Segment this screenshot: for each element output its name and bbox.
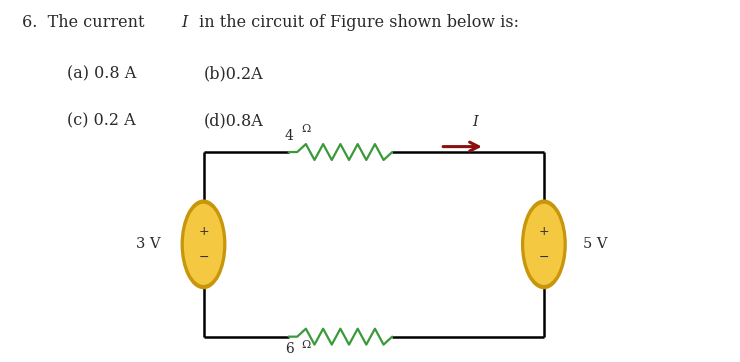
Text: −: −: [198, 251, 209, 264]
Text: 5 V: 5 V: [583, 237, 608, 251]
Ellipse shape: [521, 199, 567, 289]
Ellipse shape: [181, 199, 226, 289]
Text: I: I: [472, 114, 478, 129]
Text: −: −: [539, 251, 549, 264]
Text: 6.  The current: 6. The current: [22, 14, 149, 31]
Text: Ω: Ω: [301, 124, 311, 134]
Text: Ω: Ω: [301, 340, 311, 350]
Ellipse shape: [523, 203, 565, 286]
Text: (a) 0.8 A: (a) 0.8 A: [67, 65, 136, 82]
Text: +: +: [539, 224, 549, 237]
Text: (b)0.2A: (b)0.2A: [204, 65, 263, 82]
Ellipse shape: [183, 203, 224, 286]
Text: (d)0.8A: (d)0.8A: [204, 112, 263, 129]
Text: I: I: [181, 14, 188, 31]
Text: 6: 6: [285, 342, 294, 356]
Text: (c) 0.2 A: (c) 0.2 A: [67, 112, 135, 129]
Text: in the circuit of Figure shown below is:: in the circuit of Figure shown below is:: [194, 14, 519, 31]
Text: +: +: [198, 224, 209, 237]
Text: 4: 4: [285, 129, 294, 143]
Text: 3 V: 3 V: [135, 237, 161, 251]
